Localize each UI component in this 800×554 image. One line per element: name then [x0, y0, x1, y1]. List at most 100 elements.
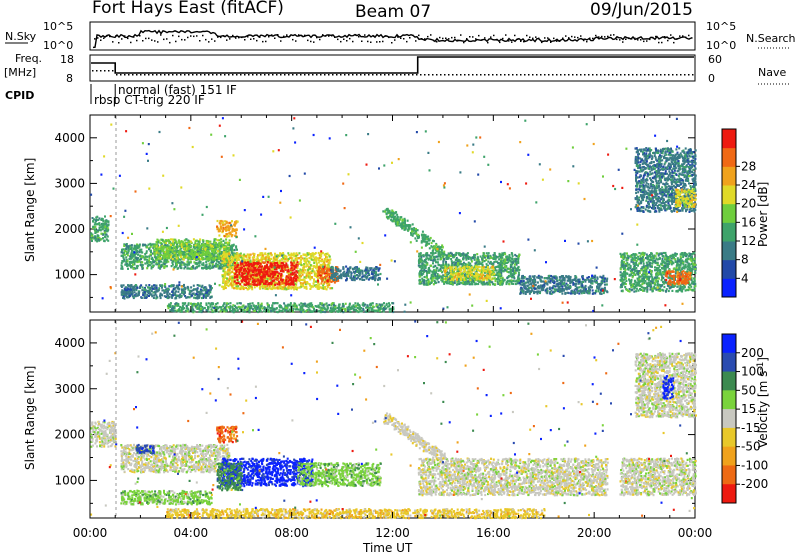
- data-cell: [313, 252, 316, 256]
- n-search-point: [337, 38, 339, 41]
- data-cell: [186, 244, 189, 247]
- freq-point: [320, 74, 322, 76]
- n-search-point: [529, 36, 531, 38]
- n-search-point: [193, 35, 195, 38]
- data-cell: [122, 284, 125, 287]
- freq-point: [208, 74, 210, 76]
- n-search-point: [451, 36, 453, 39]
- data-cell: [189, 252, 192, 255]
- data-cell: [130, 246, 133, 249]
- data-cell: [96, 236, 99, 239]
- data-cell: [175, 249, 178, 252]
- data-cell: [264, 261, 267, 264]
- data-cell: [466, 252, 469, 255]
- data-cell: [155, 245, 158, 248]
- data-cell: [205, 239, 208, 243]
- data-cell: [132, 247, 135, 250]
- data-cell: [184, 295, 187, 298]
- data-cell: [227, 257, 230, 260]
- data-cell: [266, 261, 269, 264]
- data-cell: [236, 274, 239, 277]
- data-cell: [130, 284, 133, 287]
- data-cell: [160, 265, 163, 268]
- freq-point: [148, 74, 150, 76]
- data-cell: [199, 252, 201, 255]
- n-search-point: [463, 41, 465, 44]
- data-cell: [149, 245, 152, 248]
- n-search-point: [94, 38, 96, 40]
- data-cell: [191, 266, 194, 269]
- data-cell: [120, 251, 123, 254]
- data-cell: [317, 261, 320, 264]
- n-search-point: [268, 36, 270, 38]
- data-cell: [218, 234, 221, 237]
- data-cell: [153, 245, 156, 248]
- data-cell: [149, 249, 152, 252]
- data-cell: [155, 251, 158, 254]
- n-search-point: [262, 40, 264, 43]
- data-cell: [145, 251, 148, 254]
- data-cell: [236, 252, 239, 255]
- data-cell: [186, 267, 189, 270]
- data-cell: [221, 229, 224, 232]
- data-cell: [262, 274, 265, 277]
- data-cell: [237, 282, 240, 285]
- data-cell: [356, 274, 358, 277]
- freq-point: [172, 74, 174, 76]
- data-cell: [174, 241, 176, 244]
- data-cell: [172, 240, 175, 243]
- n-search-point: [664, 36, 666, 38]
- data-cell: [205, 253, 208, 256]
- data-cell: [292, 283, 295, 286]
- data-cell: [213, 238, 216, 241]
- n-search-point: [241, 36, 243, 39]
- n-search-tick-bottom: 10^0: [706, 39, 736, 52]
- data-cell: [185, 263, 188, 266]
- data-cell: [206, 266, 209, 270]
- data-cell: [159, 252, 162, 255]
- data-cell: [184, 287, 187, 290]
- data-cell: [184, 248, 187, 251]
- data-cell: [251, 288, 254, 291]
- data-cell: [146, 261, 148, 264]
- data-cell: [255, 278, 258, 281]
- data-cell: [156, 248, 159, 251]
- data-cell: [315, 259, 318, 262]
- data-cell: [259, 285, 262, 288]
- n-search-point: [487, 41, 489, 44]
- freq-point: [508, 74, 510, 76]
- data-cell: [160, 243, 163, 246]
- data-cell: [364, 268, 367, 271]
- data-cell: [220, 252, 223, 255]
- freq-point: [384, 74, 386, 76]
- data-cell: [187, 258, 190, 261]
- data-cell: [123, 243, 126, 246]
- data-cell: [298, 279, 301, 282]
- data-cell: [436, 273, 439, 276]
- data-cell: [165, 265, 168, 268]
- data-cell: [256, 257, 259, 260]
- data-cell: [101, 228, 104, 231]
- data-cell: [206, 255, 209, 259]
- data-cell: [215, 242, 218, 245]
- data-cell: [184, 265, 187, 269]
- data-cell: [330, 275, 333, 278]
- data-cell: [282, 252, 285, 255]
- data-cell: [340, 277, 343, 280]
- freq-point: [356, 74, 358, 76]
- data-cell: [178, 283, 181, 286]
- n-search-point: [424, 38, 426, 40]
- data-cell: [165, 288, 167, 291]
- data-cell: [226, 260, 229, 263]
- data-cell: [233, 261, 236, 264]
- data-cell: [207, 252, 210, 255]
- data-cell: [272, 274, 275, 278]
- n-search-point: [571, 35, 573, 38]
- data-cell: [203, 288, 206, 292]
- freq-point: [128, 74, 130, 76]
- data-cell: [177, 287, 179, 290]
- data-cell: [152, 296, 155, 299]
- data-cell: [210, 254, 213, 257]
- data-cell: [215, 265, 217, 268]
- data-cell: [201, 266, 203, 269]
